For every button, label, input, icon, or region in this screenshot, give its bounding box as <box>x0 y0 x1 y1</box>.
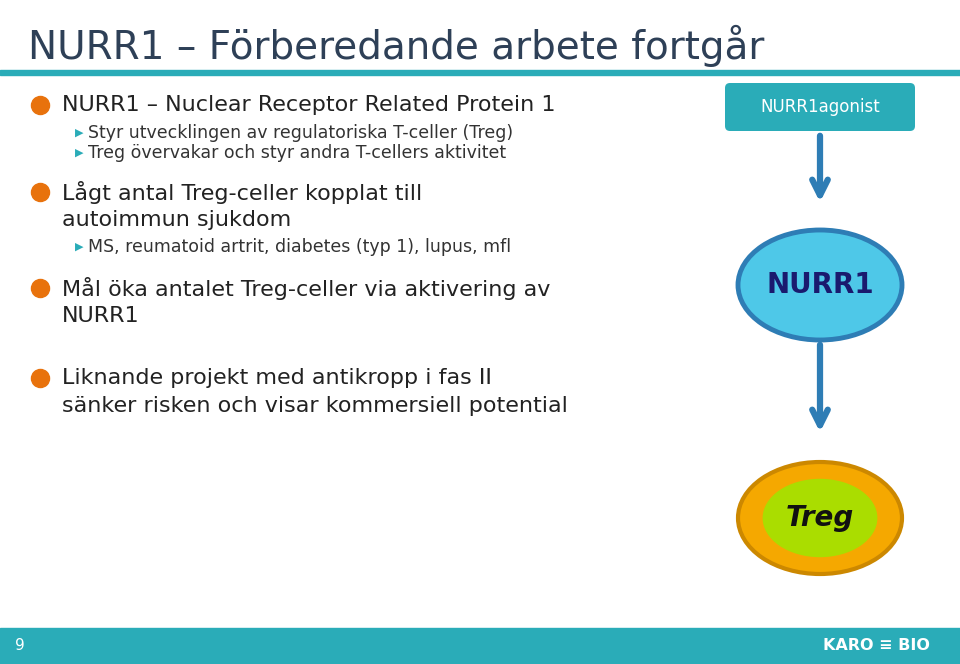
Text: autoimmun sjukdom: autoimmun sjukdom <box>62 210 291 230</box>
Text: KARO ≡ BIO: KARO ≡ BIO <box>823 639 930 653</box>
Text: ▶: ▶ <box>75 242 84 252</box>
Ellipse shape <box>762 479 877 557</box>
Ellipse shape <box>738 230 902 340</box>
Text: ▶: ▶ <box>75 128 84 138</box>
Text: NURR1 – Nuclear Receptor Related Protein 1: NURR1 – Nuclear Receptor Related Protein… <box>62 95 556 115</box>
Text: Treg övervakar och styr andra T-cellers aktivitet: Treg övervakar och styr andra T-cellers … <box>88 144 506 162</box>
Text: ▶: ▶ <box>75 148 84 158</box>
Text: NURR1 – Förberedande arbete fortgår: NURR1 – Förberedande arbete fortgår <box>28 25 764 67</box>
Bar <box>0 628 960 664</box>
FancyBboxPatch shape <box>725 83 915 131</box>
Ellipse shape <box>738 462 902 574</box>
Text: NURR1agonist: NURR1agonist <box>760 98 880 116</box>
Text: 9: 9 <box>15 639 25 653</box>
Text: MS, reumatoid artrit, diabetes (typ 1), lupus, mfl: MS, reumatoid artrit, diabetes (typ 1), … <box>88 238 511 256</box>
Bar <box>0 70 960 75</box>
Text: Styr utvecklingen av regulatoriska T-celler (Treg): Styr utvecklingen av regulatoriska T-cel… <box>88 124 514 142</box>
Text: sänker risken och visar kommersiell potential: sänker risken och visar kommersiell pote… <box>62 396 568 416</box>
Text: Liknande projekt med antikropp i fas II: Liknande projekt med antikropp i fas II <box>62 368 492 388</box>
Text: Lågt antal Treg-celler kopplat till: Lågt antal Treg-celler kopplat till <box>62 181 422 203</box>
Text: Mål öka antalet Treg-celler via aktivering av: Mål öka antalet Treg-celler via aktiveri… <box>62 276 550 299</box>
Text: NURR1: NURR1 <box>62 306 139 326</box>
Text: Treg: Treg <box>786 504 854 532</box>
Text: NURR1: NURR1 <box>766 271 874 299</box>
